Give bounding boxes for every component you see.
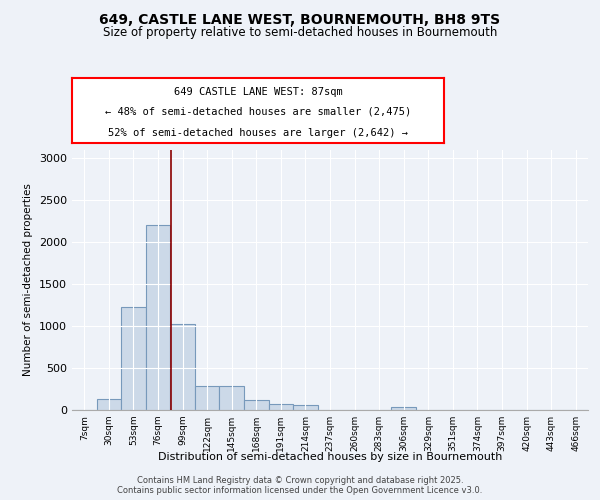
Bar	[97, 399, 121, 410]
Text: Distribution of semi-detached houses by size in Bournemouth: Distribution of semi-detached houses by …	[158, 452, 502, 462]
Text: Size of property relative to semi-detached houses in Bournemouth: Size of property relative to semi-detach…	[103, 26, 497, 39]
Bar	[170, 324, 195, 410]
Text: 649, CASTLE LANE WEST, BOURNEMOUTH, BH8 9TS: 649, CASTLE LANE WEST, BOURNEMOUTH, BH8 …	[100, 12, 500, 26]
Bar	[269, 404, 293, 410]
Y-axis label: Number of semi-detached properties: Number of semi-detached properties	[23, 184, 34, 376]
Text: Contains HM Land Registry data © Crown copyright and database right 2025.
Contai: Contains HM Land Registry data © Crown c…	[118, 476, 482, 495]
Text: 649 CASTLE LANE WEST: 87sqm: 649 CASTLE LANE WEST: 87sqm	[173, 87, 343, 97]
Bar	[391, 408, 416, 410]
Bar	[146, 226, 170, 410]
Bar	[121, 307, 146, 410]
Text: ← 48% of semi-detached houses are smaller (2,475): ← 48% of semi-detached houses are smalle…	[105, 107, 411, 117]
Text: 52% of semi-detached houses are larger (2,642) →: 52% of semi-detached houses are larger (…	[108, 128, 408, 138]
Bar	[220, 386, 244, 410]
Bar	[195, 386, 220, 410]
Bar	[293, 406, 318, 410]
Bar	[244, 400, 269, 410]
